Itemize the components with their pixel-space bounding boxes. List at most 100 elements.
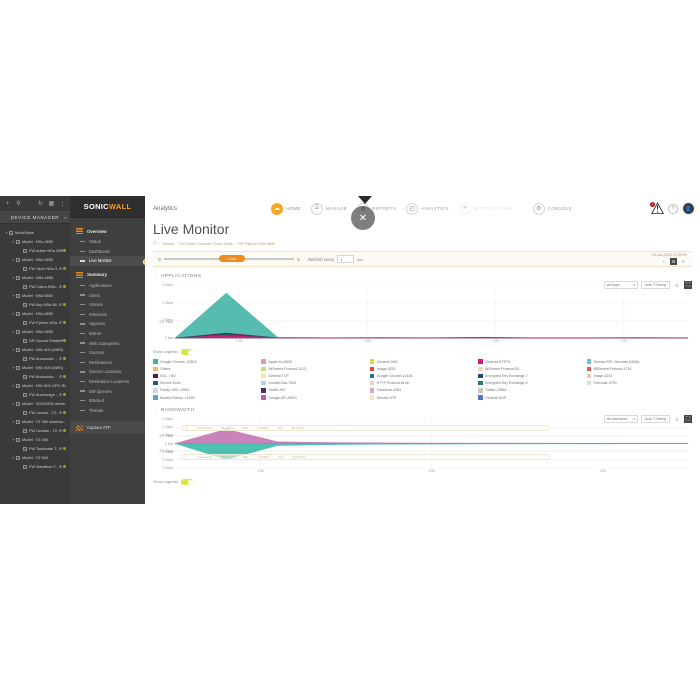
node-checkbox[interactable]	[16, 239, 20, 244]
node-checkbox[interactable]	[23, 464, 27, 469]
drag-grip-icon[interactable]: ⋮	[153, 407, 158, 414]
legend-item[interactable]: Google Chrome- 22819	[153, 358, 258, 365]
device-tree-node[interactable]: ▾ Model : NSv 400 (AWS)	[2, 363, 68, 372]
sidebar-item-bw-queues[interactable]: BW Queues	[70, 386, 145, 396]
bandwidth-legend-toggle[interactable]: Show Legends	[153, 479, 692, 486]
node-checkbox[interactable]	[23, 374, 27, 379]
device-tree-node[interactable]: ▾ Model : TZ 350 wireless-...	[2, 417, 68, 426]
sidebar-item-users[interactable]: Users	[70, 290, 145, 300]
tab-analytics[interactable]: ◰ ANALYTICS	[406, 202, 449, 215]
bandwidth-auto-sizing-button[interactable]: Auto T-Sizing	[640, 415, 670, 424]
legend-item[interactable]: BitTorrent Protocol-1718	[586, 365, 692, 372]
device-tree-node[interactable]: FW Laredo - T2...	[2, 408, 68, 417]
legend-item[interactable]: Mozilla Firefox- 14155	[153, 394, 258, 401]
sidebar-item-threats[interactable]: Threats	[70, 406, 145, 416]
sidebar-item-botnet[interactable]: Botnet	[70, 329, 145, 339]
legend-item[interactable]: Service RPC Services (IANA)	[586, 358, 692, 365]
search-icon[interactable]: ⚲	[16, 201, 21, 207]
device-tree-node[interactable]: FW Anchorage ...	[2, 390, 68, 399]
sidebar-item-capture-atp[interactable]: Capture ATP	[70, 421, 145, 435]
chevron-down-icon[interactable]: ▾	[64, 215, 67, 220]
sidebar-item-destinations[interactable]: Destinations	[70, 358, 145, 368]
device-tree-node[interactable]: ▾ Model : TZ 600	[2, 453, 68, 462]
device-tree-node[interactable]: FW Python NSa...	[2, 318, 68, 327]
node-checkbox[interactable]	[16, 311, 20, 316]
legend-item[interactable]: Others	[153, 365, 258, 372]
chevron-down-icon[interactable]: ▾	[12, 239, 15, 244]
node-checkbox[interactable]	[16, 257, 20, 262]
legend-item[interactable]: Service NTP	[369, 394, 475, 401]
legend-item[interactable]: Google Chrome-14146	[369, 372, 475, 379]
legend-item[interactable]: Image-4233	[369, 365, 475, 372]
legend-item[interactable]: Encrypted Key Exchange-7	[478, 372, 583, 379]
refresh-icon[interactable]: ↻	[680, 258, 687, 265]
more-icon[interactable]: ⋮	[59, 201, 66, 207]
device-tree-node[interactable]: ▾ Model : NSv 800 GPC-RG...	[2, 381, 68, 390]
settings-icon[interactable]: ⚙	[670, 258, 677, 265]
sidebar-item-sources[interactable]: Sources	[70, 348, 145, 358]
legend-item[interactable]: Google API-20521	[261, 394, 366, 401]
legend-item[interactable]: Service Echo	[153, 380, 258, 387]
sidebar-item-destination-locations[interactable]: Destination Locations	[70, 377, 145, 387]
legend-item[interactable]: Evernote-9793	[586, 380, 692, 387]
device-tree-node[interactable]: ▾ Model : NSv 400 (AWS)	[2, 345, 68, 354]
sidebar-item-spyware[interactable]: Spyware	[70, 319, 145, 329]
breadcrumb-part-1[interactable]: FW Demo Capture Cloud Units	[178, 240, 233, 246]
chevron-down-icon[interactable]: ▾	[12, 257, 15, 262]
chevron-down-icon[interactable]: ▾	[12, 365, 15, 370]
refresh-icon[interactable]: ↻	[37, 201, 44, 207]
chevron-down-icon[interactable]: ▾	[12, 455, 15, 460]
chevron-down-icon[interactable]: ▾	[12, 401, 15, 406]
legend-item[interactable]: Twitter-22564	[478, 387, 583, 394]
legend-item[interactable]: Twitter-967	[261, 387, 366, 394]
legend-item[interactable]: Encrypted Key Exchange-5	[478, 380, 583, 387]
minus-circle-icon[interactable]	[158, 257, 161, 261]
device-tree-node[interactable]: ▾ Model : NSa 6650	[2, 309, 68, 318]
node-checkbox[interactable]	[16, 329, 20, 334]
sidebar-item-web-categories[interactable]: Web Categories	[70, 338, 145, 348]
chevron-down-icon[interactable]: ▾	[12, 293, 15, 298]
node-checkbox[interactable]	[23, 302, 27, 307]
node-checkbox[interactable]	[23, 410, 27, 415]
alert-icon[interactable]: ⚠ 1	[650, 200, 665, 218]
refresh-input[interactable]: 1	[337, 255, 355, 263]
device-tree-node[interactable]: ▾ Model : SOHO250 wirele...	[2, 399, 68, 408]
legend-item[interactable]: DoubleClick-7903	[261, 380, 366, 387]
bandwidth-filter-select[interactable]: All Interfaces ▾	[603, 415, 638, 424]
help-icon[interactable]: ?	[668, 203, 678, 214]
slider-rail[interactable]: 1 min	[164, 255, 294, 263]
node-checkbox[interactable]	[16, 437, 20, 442]
applications-chart[interactable]: 3 Mbps 2 Mbps 1 Mbps 921 Kbps 0 bps 1:50 1:50 1…	[153, 281, 692, 347]
chevron-down-icon[interactable]: ▾	[12, 329, 15, 334]
sidebar-item-source-locations[interactable]: Source Locations	[70, 367, 145, 377]
sidebar-item-applications[interactable]: Applications	[70, 281, 145, 291]
node-checkbox[interactable]	[16, 275, 20, 280]
node-checkbox[interactable]	[16, 383, 20, 388]
time-range-slider[interactable]: 1 min	[158, 255, 300, 263]
breadcrumb-part-0[interactable]: Tenant	[162, 240, 174, 246]
legend-item[interactable]: Apple Inc-8435	[261, 358, 366, 365]
sidebar-item-dashboard[interactable]: Dashboard	[70, 247, 145, 257]
legend-item[interactable]: General TCP	[261, 372, 366, 379]
chart-type-icon[interactable]: ⏚	[674, 282, 680, 289]
node-checkbox[interactable]	[23, 446, 27, 451]
node-checkbox[interactable]	[16, 455, 20, 460]
chevron-down-icon[interactable]: ▾	[12, 419, 15, 424]
tab-home[interactable]: ☁ HOME	[271, 202, 301, 215]
node-checkbox[interactable]	[16, 293, 20, 298]
sidebar-item-status[interactable]: Status	[70, 237, 145, 247]
sidebar-item-viruses[interactable]: Viruses	[70, 300, 145, 310]
device-tree-node[interactable]: ▾ ModelView	[2, 228, 68, 237]
chart-type-icon[interactable]: ⏚	[674, 416, 680, 423]
device-tree-node[interactable]: FW Landau - T2...	[2, 426, 68, 435]
nav-group-summary[interactable]: Summary	[70, 269, 145, 281]
legend-item[interactable]: General UDP	[478, 394, 583, 401]
node-checkbox[interactable]	[23, 248, 27, 253]
device-tree-node[interactable]: FW Marathon T...	[2, 462, 68, 471]
tab-manage[interactable]: ⌸ MANAGE	[310, 202, 347, 215]
device-tree-node[interactable]: FW Anaconda ...	[2, 372, 68, 381]
node-checkbox[interactable]	[23, 428, 27, 433]
breadcrumb-part-2[interactable]: FW Python NSa 6650	[237, 240, 276, 246]
legend-item[interactable]: BitTorrent Protocol-3113	[261, 365, 366, 372]
sidebar-item-blocked[interactable]: Blocked	[70, 396, 145, 406]
